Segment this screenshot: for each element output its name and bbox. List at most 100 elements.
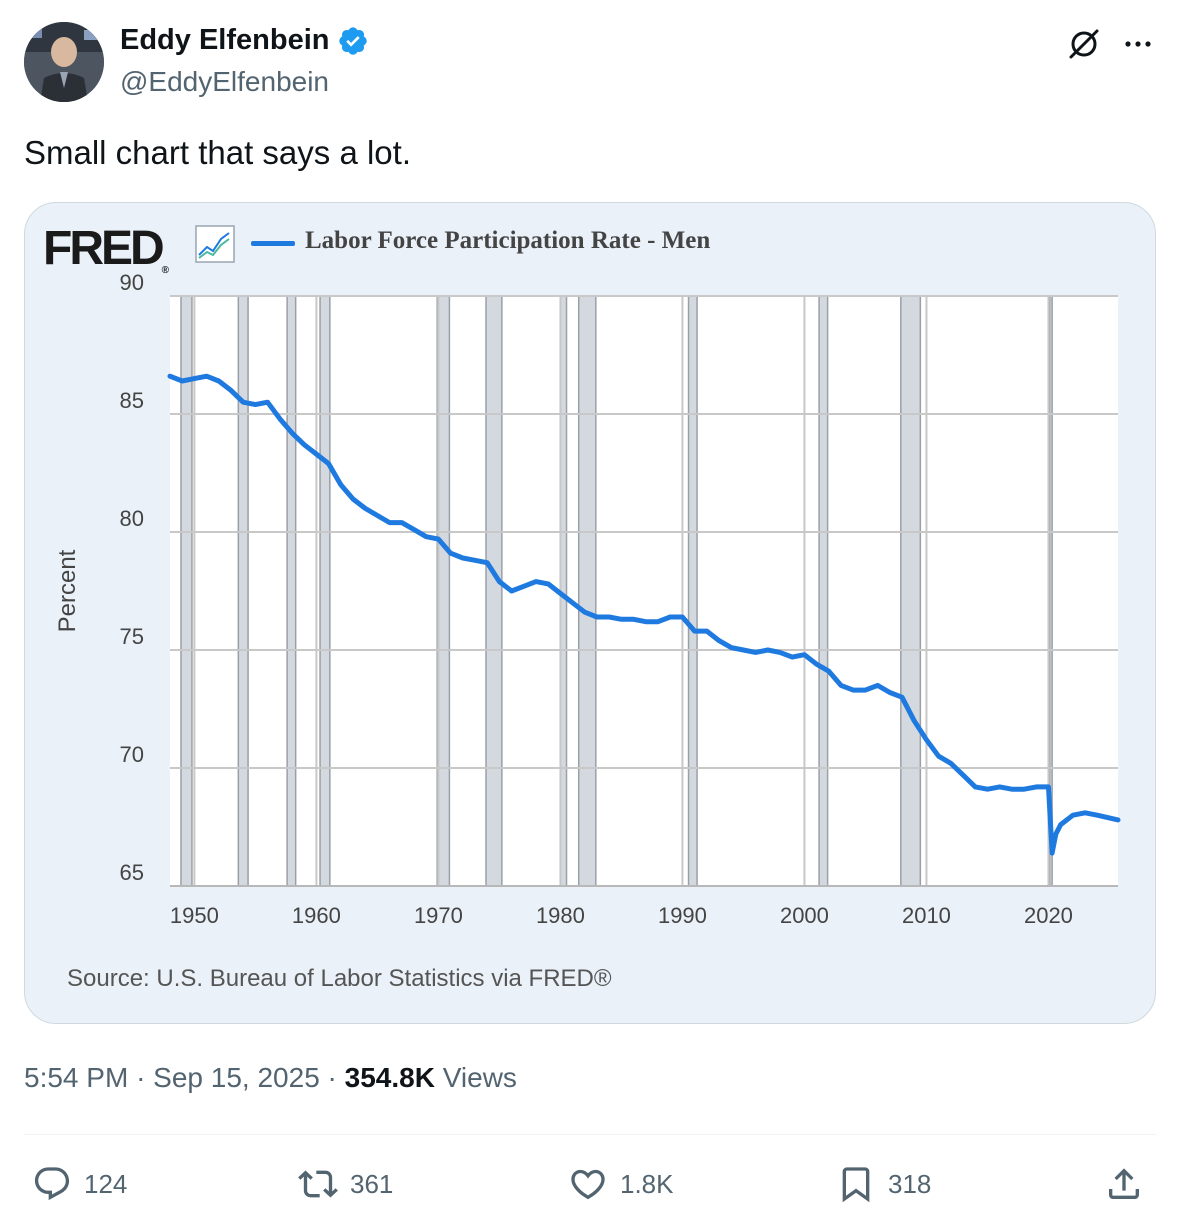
like-button[interactable]: 1.8K — [568, 1162, 674, 1206]
data-point — [350, 496, 356, 502]
fred-logo: FRED® — [43, 222, 170, 276]
data-point — [619, 617, 624, 622]
data-point — [594, 614, 600, 620]
meta-separator: · — [136, 1062, 146, 1093]
data-point — [692, 628, 697, 634]
data-point — [338, 482, 343, 487]
like-count: 1.8K — [620, 1168, 674, 1199]
data-point — [265, 400, 270, 405]
x-tick-label: 1950 — [170, 903, 219, 928]
data-point — [570, 600, 575, 605]
y-tick-label: 65 — [120, 860, 144, 885]
reply-count: 124 — [84, 1168, 128, 1199]
data-point — [180, 378, 185, 384]
data-point — [521, 584, 526, 589]
recession-band — [287, 296, 296, 886]
recession-band — [320, 296, 330, 886]
data-point — [607, 614, 612, 620]
tweet-time[interactable]: 5:54 PM — [24, 1062, 129, 1093]
data-point — [777, 650, 783, 655]
data-point — [826, 669, 831, 674]
data-point — [655, 619, 661, 624]
plot-area — [170, 296, 1118, 886]
data-point — [411, 527, 417, 532]
data-point — [790, 654, 795, 660]
data-point — [216, 378, 221, 384]
tweet-date[interactable]: Sep 15, 2025 — [153, 1062, 320, 1093]
recession-band — [560, 296, 567, 886]
repost-icon — [298, 1170, 338, 1198]
data-point — [302, 442, 307, 447]
repost-count: 361 — [350, 1168, 394, 1199]
data-point — [802, 652, 807, 657]
bookmark-count: 318 — [888, 1168, 932, 1199]
data-point — [851, 687, 856, 693]
data-point — [533, 579, 539, 584]
data-point — [289, 430, 295, 436]
data-point — [375, 513, 380, 518]
reply-icon — [34, 1167, 70, 1201]
heart-icon — [571, 1169, 605, 1200]
bookmark-icon — [842, 1167, 870, 1203]
meta-separator: · — [327, 1062, 337, 1093]
data-point — [716, 638, 722, 643]
data-point — [1058, 822, 1063, 827]
chart-image-card[interactable]: 65 70 75 80 85 90 1950 1960 1970 1980 1990 2000 2010… — [24, 202, 1156, 1024]
verified-badge-icon — [337, 25, 369, 57]
data-point — [631, 617, 636, 622]
data-point — [960, 772, 966, 778]
data-point — [497, 579, 502, 584]
data-point — [472, 558, 478, 563]
data-point — [899, 695, 905, 700]
y-tick-label: 70 — [120, 742, 144, 767]
reply-button[interactable]: 124 — [32, 1162, 127, 1206]
more-options-icon[interactable] — [1120, 26, 1156, 62]
x-tick-label: 1990 — [658, 903, 707, 928]
recession-band — [900, 296, 921, 886]
trend-chart-icon — [195, 225, 235, 263]
data-point — [1115, 817, 1121, 823]
data-point — [936, 754, 941, 759]
data-point — [326, 461, 331, 466]
data-point — [253, 402, 258, 407]
legend-line-swatch — [251, 241, 295, 246]
x-tick-label: 1980 — [536, 903, 585, 928]
grok-icon[interactable] — [1066, 26, 1102, 62]
display-name[interactable]: Eddy Elfenbein — [120, 24, 330, 56]
x-tick-label: 2020 — [1024, 903, 1073, 928]
bookmark-button[interactable]: 318 — [836, 1162, 931, 1206]
data-point — [997, 784, 1002, 790]
x-tick-label: 1970 — [414, 903, 463, 928]
data-point — [668, 614, 673, 620]
y-tick-label: 90 — [120, 270, 144, 295]
author-name-row[interactable]: Eddy Elfenbein — [120, 24, 369, 57]
legend-label: Labor Force Participation Rate - Men — [305, 227, 711, 254]
data-point — [241, 400, 246, 405]
data-point — [1053, 831, 1059, 837]
data-point — [460, 555, 465, 561]
data-point — [363, 506, 368, 511]
divider — [24, 1134, 1156, 1135]
data-point — [192, 376, 197, 381]
chart-source: Source: U.S. Bureau of Labor Statistics … — [67, 965, 612, 992]
data-point — [485, 560, 490, 565]
author-handle[interactable]: @EddyElfenbein — [120, 66, 330, 97]
data-point — [887, 690, 892, 695]
avatar[interactable] — [24, 22, 104, 102]
x-tick-label: 1960 — [292, 903, 341, 928]
data-point — [546, 581, 551, 587]
data-point — [753, 650, 758, 655]
data-point — [424, 534, 429, 539]
data-point — [509, 588, 514, 594]
data-point — [985, 787, 990, 792]
y-axis-label: Percent — [54, 549, 81, 632]
data-point — [1082, 810, 1088, 815]
data-point — [765, 647, 770, 653]
repost-button[interactable]: 361 — [298, 1162, 393, 1206]
data-point — [1034, 784, 1039, 790]
data-point — [436, 536, 441, 542]
share-button[interactable] — [1104, 1162, 1144, 1206]
data-point — [1021, 787, 1027, 792]
avatar-image — [24, 22, 104, 102]
data-point — [814, 662, 819, 667]
